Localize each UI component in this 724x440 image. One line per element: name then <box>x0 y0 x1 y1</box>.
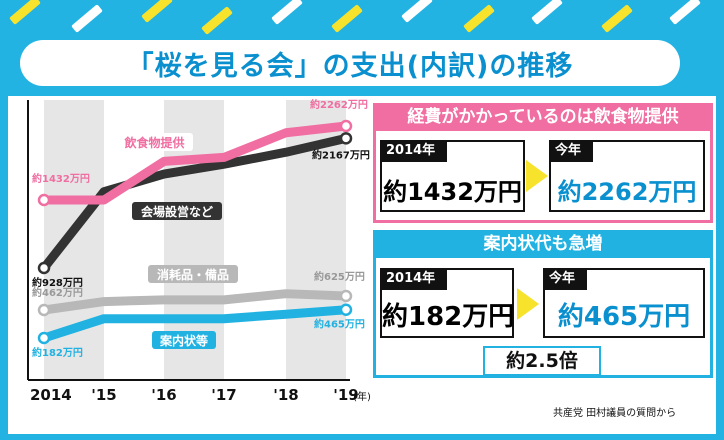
callout-food-from: 2014年 約1432万円 <box>380 140 525 212</box>
series-line <box>39 121 351 205</box>
x-tick-label: 2014 <box>30 386 72 404</box>
multiplier-badge: 約2.5倍 <box>483 346 601 376</box>
data-point <box>37 331 51 345</box>
series-name-label: 飲食物提供 <box>123 135 184 150</box>
data-point <box>339 132 353 145</box>
callout-food-from-value: 約1432万円 <box>383 178 522 206</box>
callout-food-from-tag: 2014年 <box>380 140 448 162</box>
data-point <box>37 193 51 207</box>
callout-invitation-from-tag: 2014年 <box>380 268 448 290</box>
data-point <box>37 261 51 275</box>
x-tick-label: '15 <box>91 386 116 404</box>
data-label: 約2167万円 <box>312 148 370 161</box>
data-label: 約465万円 <box>314 318 365 331</box>
series-tag-bg <box>116 133 193 151</box>
source-note: 共産党 田村議員の質問から <box>553 408 677 419</box>
series-tag-bg <box>152 331 216 349</box>
data-point <box>339 119 353 133</box>
title-box: 「桜を見る会」の支出(内訳)の推移 <box>20 40 680 86</box>
callout-invitation-to-value: 約465万円 <box>557 302 691 332</box>
x-tick-label: '18 <box>273 386 298 404</box>
series-line <box>39 289 351 315</box>
callout-food-to-tag: 今年 <box>549 140 594 162</box>
callout-invitation-heading: 案内状代も急増 <box>373 230 713 258</box>
series-line <box>39 305 351 343</box>
callout-invitation-to: 今年 約465万円 <box>543 268 705 338</box>
callout-invitation-from-value: 約182万円 <box>382 302 515 332</box>
series-tag-bg <box>148 265 238 283</box>
series-name-label: 消耗品・備品 <box>157 267 229 282</box>
data-point <box>37 303 51 317</box>
arrow-right-icon <box>526 160 548 192</box>
data-label: 約1432万円 <box>32 172 90 185</box>
page-title: 「桜を見る会」の支出(内訳)の推移 <box>126 50 574 82</box>
data-label: 約462万円 <box>32 286 83 299</box>
x-axis-unit: (年) <box>353 390 371 403</box>
series-name-label: 会場設営など <box>141 204 213 219</box>
data-label: 約625万円 <box>314 270 365 283</box>
x-tick-label: '16 <box>151 386 176 404</box>
data-label: 約2262万円 <box>310 98 368 111</box>
data-point <box>339 289 353 303</box>
callout-food-heading: 経費がかかっているのは飲食物提供 <box>373 103 713 131</box>
data-point <box>339 303 353 316</box>
callout-invitation-to-tag: 今年 <box>543 268 588 290</box>
data-label: 約928万円 <box>32 276 83 289</box>
callout-food-to-value: 約2262万円 <box>557 178 697 206</box>
x-tick-label: '19 <box>333 386 358 404</box>
callout-invitation-from: 2014年 約182万円 <box>380 268 514 338</box>
arrow-right-icon <box>517 288 539 320</box>
series-name-label: 案内状等 <box>159 333 208 348</box>
series-tag-bg <box>132 202 222 220</box>
callout-food-to: 今年 約2262万円 <box>549 140 705 212</box>
x-tick-label: '17 <box>211 386 236 404</box>
data-label: 約182万円 <box>32 346 83 359</box>
